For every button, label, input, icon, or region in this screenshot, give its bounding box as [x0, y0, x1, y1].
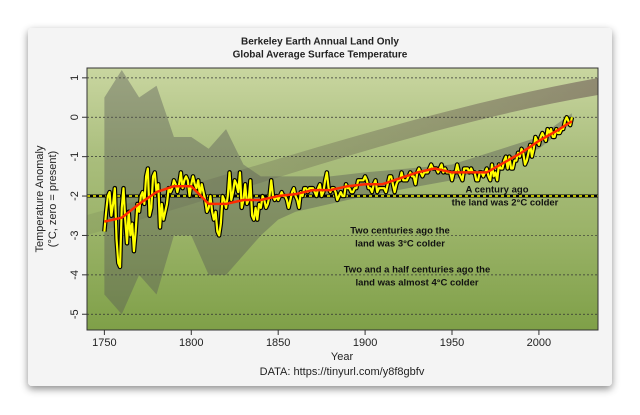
x-tick-label: 1900 — [353, 337, 377, 349]
x-axis-label: Year — [331, 351, 354, 363]
annotation: land was 3°C colder — [355, 239, 445, 250]
x-tick-label: 1800 — [179, 337, 203, 349]
annotation: Two centuries ago the — [350, 226, 450, 237]
x-tick-label: 1850 — [266, 337, 290, 349]
chart-title: Global Average Surface Temperature — [233, 50, 408, 61]
annotation: the land was 2°C colder — [452, 198, 559, 209]
uncertainty-band — [104, 69, 572, 315]
y-axis-label: Temperature Anomaly — [34, 145, 46, 252]
x-tick-label: 1950 — [440, 337, 464, 349]
source: DATA: https://tinyurl.com/y8f8gbfv — [260, 366, 425, 378]
annotation: Two and a half centuries ago the — [344, 265, 491, 276]
chart-title: Berkeley Earth Annual Land Only — [241, 37, 399, 48]
x-tick-label: 2000 — [527, 337, 551, 349]
annotation: A century ago — [466, 185, 529, 196]
y-tick-label: 0 — [69, 114, 81, 120]
y-tick-label: -4 — [69, 270, 81, 280]
plot-frame — [86, 67, 599, 331]
y-tick-label: 1 — [69, 75, 81, 81]
series-line — [104, 120, 573, 223]
y-tick-label: -3 — [69, 231, 81, 241]
x-tick-label: 1750 — [92, 337, 116, 349]
y-axis-label: (°C, zero = present) — [47, 151, 59, 247]
y-tick-label: -2 — [69, 191, 81, 201]
y-tick-label: -5 — [69, 309, 81, 319]
y-tick-label: -1 — [69, 152, 81, 162]
plot-area — [87, 69, 598, 315]
annotation: land was almost 4°C colder — [355, 278, 478, 289]
